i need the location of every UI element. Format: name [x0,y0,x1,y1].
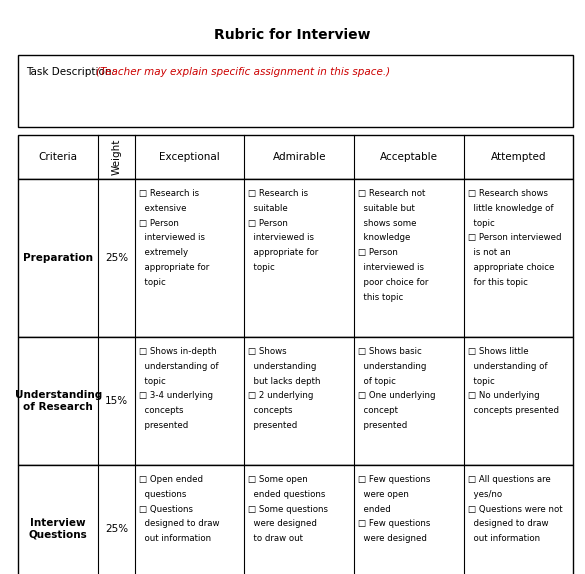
Text: ended questions: ended questions [249,490,326,499]
Text: □ Questions were not: □ Questions were not [468,505,563,514]
Text: suitable: suitable [249,204,288,213]
Text: □ Person: □ Person [249,219,288,228]
Text: 15%: 15% [105,396,128,406]
Text: were designed: were designed [359,534,427,543]
Text: poor choice for: poor choice for [359,278,429,287]
Text: □ No underlying: □ No underlying [468,391,540,401]
Text: Acceptable: Acceptable [380,152,438,162]
Text: were open: were open [359,490,409,499]
Text: presented: presented [249,421,298,430]
Text: shows some: shows some [359,219,417,228]
Text: Task Description:: Task Description: [26,67,115,77]
Text: this topic: this topic [359,293,404,301]
Text: knowledge: knowledge [359,234,411,242]
Text: □ Research is: □ Research is [139,189,199,198]
Text: topic: topic [468,219,495,228]
Text: to draw out: to draw out [249,534,304,543]
Text: (Teacher may explain specific assignment in this space.): (Teacher may explain specific assignment… [96,67,390,77]
Text: presented: presented [139,421,188,430]
Text: extensive: extensive [139,204,186,213]
Text: 25%: 25% [105,253,128,263]
Text: concepts presented: concepts presented [468,406,559,415]
Text: concepts: concepts [249,406,293,415]
Text: appropriate for: appropriate for [249,248,319,257]
Text: □ 3-4 underlying: □ 3-4 underlying [139,391,212,401]
Text: □ Open ended: □ Open ended [139,475,202,484]
Bar [18,179,573,337]
Text: yes/no: yes/no [468,490,503,499]
Text: but lacks depth: but lacks depth [249,377,321,386]
Text: Admirable: Admirable [273,152,326,162]
Text: understanding of: understanding of [139,362,218,371]
Text: □ One underlying: □ One underlying [359,391,436,401]
Text: □ Shows little: □ Shows little [468,347,529,356]
Text: little knowledge of: little knowledge of [468,204,554,213]
Text: □ Few questions: □ Few questions [359,519,431,529]
Text: of topic: of topic [359,377,396,386]
Text: topic: topic [139,377,166,386]
Text: □ All questions are: □ All questions are [468,475,551,484]
Text: out information: out information [139,534,211,543]
Text: 25%: 25% [105,524,128,534]
Text: topic: topic [249,263,275,272]
Text: were designed: were designed [249,519,317,529]
Text: □ Shows: □ Shows [249,347,287,356]
Bar [18,55,573,127]
Text: understanding of: understanding of [468,362,548,371]
Text: is not an: is not an [468,248,511,257]
Text: concepts: concepts [139,406,183,415]
Text: □ Shows in-depth: □ Shows in-depth [139,347,216,356]
Text: □ Person: □ Person [139,219,178,228]
Text: ended: ended [359,505,391,514]
Text: extremely: extremely [139,248,188,257]
Text: □ 2 underlying: □ 2 underlying [249,391,314,401]
Text: □ Research is: □ Research is [249,189,308,198]
Text: for this topic: for this topic [468,278,528,287]
Text: Interview
Questions: Interview Questions [29,518,88,540]
Text: □ Shows basic: □ Shows basic [359,347,422,356]
Text: designed to draw: designed to draw [139,519,219,529]
Text: □ Some questions: □ Some questions [249,505,328,514]
Text: designed to draw: designed to draw [468,519,549,529]
Bar [18,135,573,179]
Bar [18,337,573,465]
Text: appropriate choice: appropriate choice [468,263,555,272]
Text: appropriate for: appropriate for [139,263,209,272]
Text: presented: presented [359,421,408,430]
Text: topic: topic [139,278,166,287]
Text: □ Research not: □ Research not [359,189,426,198]
Text: understanding: understanding [249,362,317,371]
Text: interviewed is: interviewed is [139,234,205,242]
Text: Preparation: Preparation [23,253,93,263]
Text: suitable but: suitable but [359,204,415,213]
Text: understanding: understanding [359,362,426,371]
Text: concept: concept [359,406,398,415]
Text: Understanding
of Research: Understanding of Research [15,390,102,412]
Text: Exceptional: Exceptional [159,152,220,162]
Text: interviewed is: interviewed is [359,263,424,272]
Text: □ Person interviewed: □ Person interviewed [468,234,562,242]
Text: □ Few questions: □ Few questions [359,475,431,484]
Text: out information: out information [468,534,541,543]
Text: Attempted: Attempted [491,152,546,162]
Text: Weight: Weight [112,139,122,175]
Text: interviewed is: interviewed is [249,234,315,242]
Text: □ Some open: □ Some open [249,475,308,484]
Text: □ Questions: □ Questions [139,505,192,514]
Text: questions: questions [139,490,186,499]
Text: □ Person: □ Person [359,248,398,257]
Text: topic: topic [468,377,495,386]
Bar [18,465,573,574]
Text: Rubric for Interview: Rubric for Interview [214,28,371,42]
Text: Criteria: Criteria [39,152,78,162]
Text: □ Research shows: □ Research shows [468,189,548,198]
